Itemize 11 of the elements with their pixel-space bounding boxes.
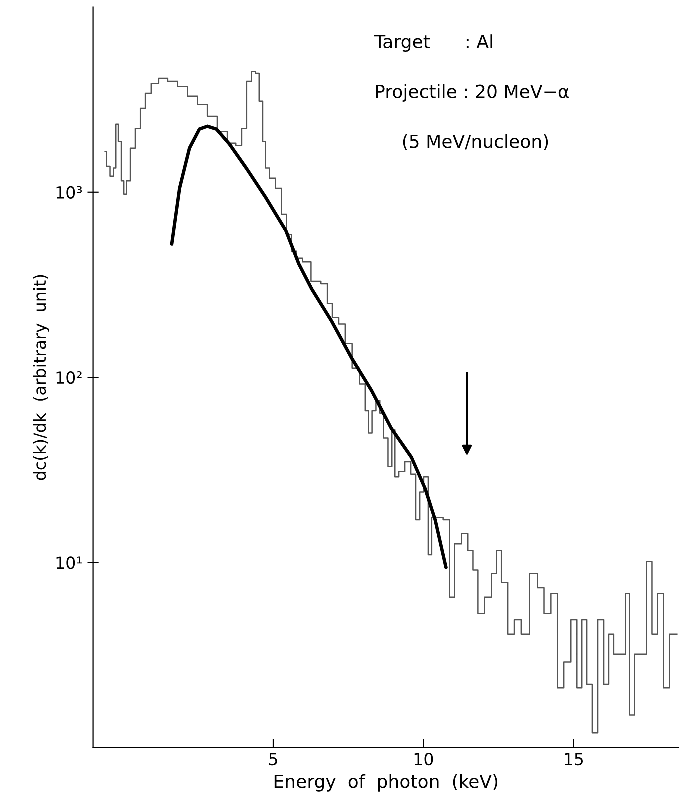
- annotation: Projectile : 20 MeV−α: [376, 84, 569, 102]
- x-tick-label: 15: [565, 753, 583, 766]
- annotation: Target : Al: [374, 34, 492, 52]
- y-axis-title: dc(k)/dk (arbitrary unit): [33, 275, 50, 480]
- x-tick-label: 5: [269, 753, 278, 766]
- y-tick-label: 10³: [56, 186, 82, 199]
- x-axis-title: Energy of photon (keV): [274, 774, 498, 792]
- y-tick-label: 10¹: [56, 556, 82, 570]
- y-tick-label: 10²: [56, 372, 82, 384]
- x-tick-label: 10: [414, 753, 434, 766]
- annotation: (5 MeV/nucleon): [403, 134, 548, 150]
